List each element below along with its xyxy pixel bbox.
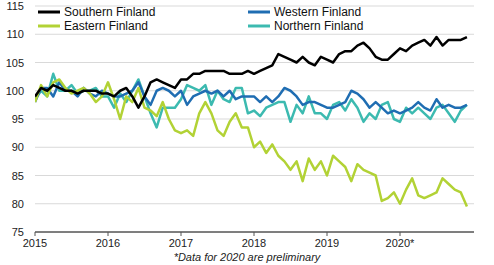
y-tick-label: 105 bbox=[6, 57, 24, 69]
x-tick bbox=[181, 232, 182, 236]
series-line bbox=[35, 79, 467, 206]
grid-line bbox=[35, 119, 474, 120]
x-tick bbox=[327, 232, 328, 236]
legend-label: Western Finland bbox=[274, 5, 361, 19]
legend-label: Eastern Finland bbox=[64, 19, 148, 33]
x-tick-label: 2017 bbox=[169, 237, 193, 249]
y-tick-label: 80 bbox=[12, 198, 24, 210]
x-tick-label: 2018 bbox=[242, 237, 266, 249]
x-tick-label: 2019 bbox=[315, 237, 339, 249]
y-tick-label: 85 bbox=[12, 170, 24, 182]
grid-line bbox=[35, 203, 474, 204]
x-tick-label: 2020* bbox=[386, 237, 415, 249]
legend-swatch bbox=[38, 11, 60, 14]
y-tick-label: 110 bbox=[6, 28, 24, 40]
grid-line bbox=[35, 175, 474, 176]
legend-swatch bbox=[248, 25, 270, 28]
series-line bbox=[35, 74, 467, 128]
legend-swatch bbox=[38, 25, 60, 28]
x-tick bbox=[400, 232, 401, 236]
x-tick-label: 2015 bbox=[23, 237, 47, 249]
x-tick bbox=[254, 232, 255, 236]
legend-label: Southern Finland bbox=[64, 5, 155, 19]
grid-line bbox=[35, 34, 474, 35]
footnote: *Data for 2020 are preliminary bbox=[174, 251, 322, 263]
legend-swatch bbox=[248, 11, 270, 14]
x-tick bbox=[108, 232, 109, 236]
y-tick-label: 95 bbox=[12, 113, 24, 125]
chart: 7580859095100105110115201520162017201820… bbox=[0, 0, 494, 265]
x-tick bbox=[35, 232, 36, 236]
x-tick-label: 2016 bbox=[96, 237, 120, 249]
y-tick-label: 90 bbox=[12, 141, 24, 153]
grid-line bbox=[35, 62, 474, 63]
series-line bbox=[35, 37, 467, 108]
plot-area bbox=[35, 37, 467, 207]
y-tick-label: 100 bbox=[6, 85, 24, 97]
legend-label: Northern Finland bbox=[274, 19, 363, 33]
y-tick-label: 115 bbox=[6, 0, 24, 12]
